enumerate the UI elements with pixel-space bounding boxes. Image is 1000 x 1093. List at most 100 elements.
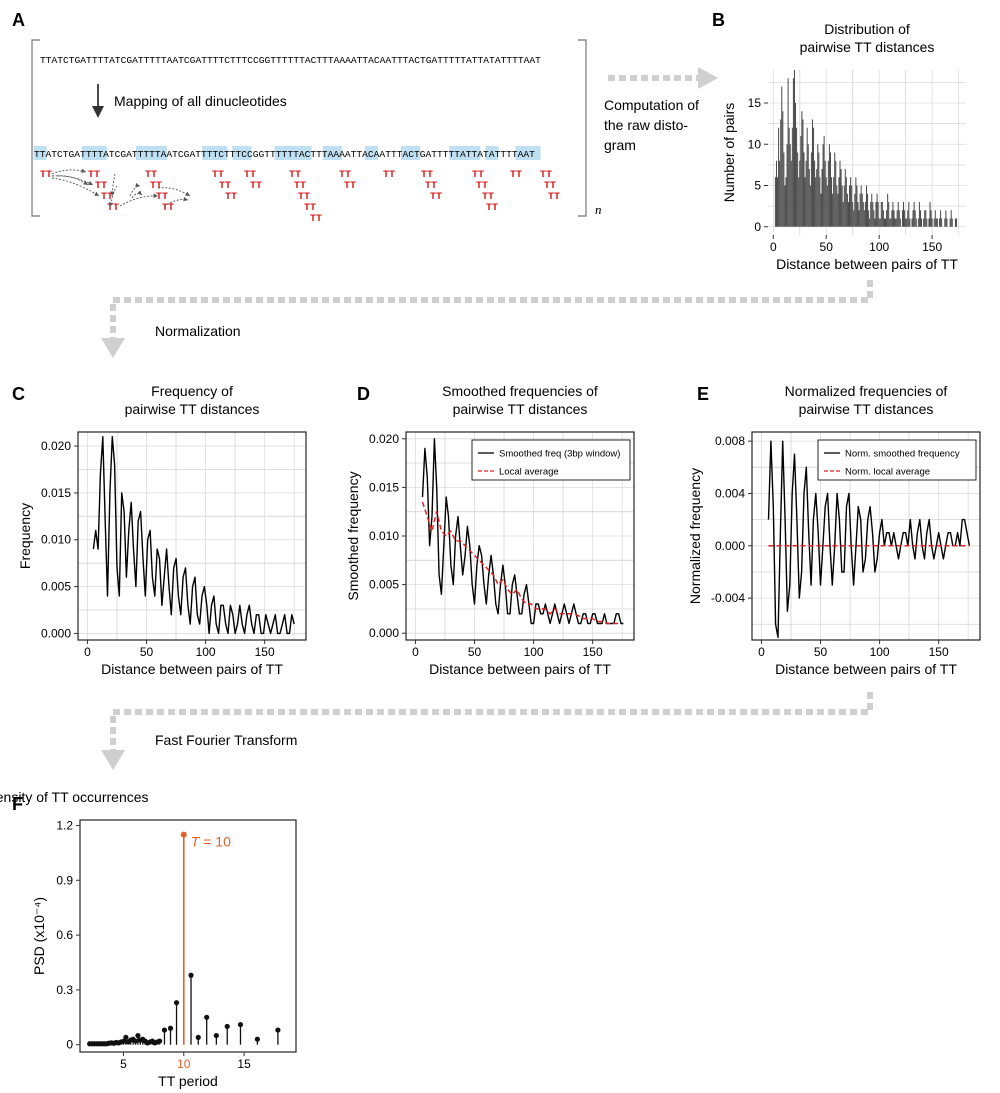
bar (811, 119, 813, 227)
bar (798, 177, 800, 227)
tt-label: TT (430, 192, 442, 203)
bar (919, 210, 921, 227)
y-tick-label: 0.010 (41, 533, 71, 547)
stem-point (188, 972, 194, 978)
bar (893, 210, 895, 227)
bar (858, 210, 860, 227)
bar (931, 218, 933, 227)
y-tick-label: 0.008 (715, 434, 745, 448)
bar (880, 202, 882, 227)
bar (899, 218, 901, 227)
tt-highlight (93, 146, 107, 160)
bar (789, 144, 791, 227)
bar (823, 136, 825, 227)
pair-link-arrow (108, 185, 118, 208)
bar (879, 218, 881, 227)
bar (845, 177, 847, 227)
bar (801, 111, 803, 227)
bar (914, 210, 916, 227)
x-axis-label: Distance between pairs of TT (429, 661, 611, 677)
bar (841, 185, 843, 227)
tt-label: TT (298, 192, 310, 203)
y-tick-label: 0.020 (369, 432, 399, 446)
repeat-n-label: n (595, 202, 602, 217)
pair-link-arrow (129, 182, 141, 197)
bar (782, 111, 784, 227)
panel-letter-a: A (12, 10, 25, 30)
tt-highlight (364, 146, 378, 160)
chart-title: pairwise TT distances (453, 401, 588, 417)
y-tick-label: 0.005 (369, 578, 399, 592)
bar (840, 169, 842, 227)
plot-frame (79, 819, 297, 1053)
tt-label: TT (244, 170, 256, 181)
bar (787, 78, 789, 227)
dna-sequence: TTATCTGATTTTATCGATTTTTAATCGATTTTCTTTCCGG… (40, 55, 541, 66)
bar (850, 177, 852, 227)
bar (824, 160, 826, 227)
y-tick-label: 5 (754, 179, 761, 193)
bar (853, 210, 855, 227)
x-tick-label: 0 (758, 645, 765, 659)
bar (915, 218, 917, 227)
x-tick-label: 50 (468, 645, 482, 659)
stem-point (132, 1038, 139, 1044)
tt-label: TT (548, 192, 560, 203)
panel-letter-c: C (12, 384, 25, 404)
tt-label: TT (101, 192, 113, 203)
flow-arrowhead-normalization (101, 338, 125, 358)
tt-label: TT (425, 181, 437, 192)
bar (887, 193, 889, 227)
mapping-label: Mapping of all dinucleotides (114, 93, 287, 109)
bar (831, 177, 833, 227)
bar (930, 210, 932, 227)
flow-arrows: Computation of the raw disto- gram Norma… (101, 67, 873, 770)
bar (846, 193, 848, 227)
tt-highlight (527, 146, 541, 160)
bar (869, 218, 871, 227)
bar (864, 202, 866, 227)
tt-label: TT (510, 170, 522, 181)
tt-highlights (33, 146, 541, 160)
bar (906, 218, 908, 227)
bar (843, 185, 845, 227)
bar (783, 152, 785, 227)
stem-point (213, 1032, 219, 1039)
panel-letter-d: D (357, 384, 370, 404)
y-tick-label: 0.015 (41, 486, 71, 500)
flow-arrow-fft (110, 692, 873, 752)
y-tick-label: 0.000 (715, 539, 745, 553)
bar (907, 210, 909, 227)
tt-label: TT (162, 203, 174, 214)
tt-label: TT (540, 170, 552, 181)
y-tick-label: -0.004 (711, 591, 745, 605)
bar (944, 218, 946, 227)
bar (878, 218, 880, 227)
x-tick-label: 150 (255, 645, 275, 659)
bracket-right (578, 39, 587, 217)
bar (790, 160, 792, 227)
chart-b-distribution: 0 50 100 150 0 5 10 15 Distribution of pairwise T… (721, 21, 966, 272)
legend-label: Smoothed freq (3bp window) (499, 449, 620, 460)
legend-label: Norm. local average (845, 467, 930, 478)
bar (870, 202, 872, 227)
bar (822, 144, 824, 227)
bar (820, 193, 822, 227)
bar (786, 144, 788, 227)
bar (817, 144, 819, 227)
period-annotation: T = 10 (191, 834, 231, 850)
x-tick-label: 0 (412, 645, 419, 659)
stem-point (123, 1034, 129, 1040)
bar (844, 169, 846, 227)
bar (890, 218, 892, 227)
bar (911, 218, 913, 227)
y-tick-label: 0.004 (715, 486, 745, 500)
flow-arrow-normalization (110, 280, 873, 340)
bar (868, 210, 870, 227)
bar (873, 210, 875, 227)
bar (898, 210, 900, 227)
tt-label: TT (339, 170, 351, 181)
y-tick-label: 0.3 (56, 983, 73, 997)
bar (796, 127, 798, 227)
bar (891, 210, 893, 227)
